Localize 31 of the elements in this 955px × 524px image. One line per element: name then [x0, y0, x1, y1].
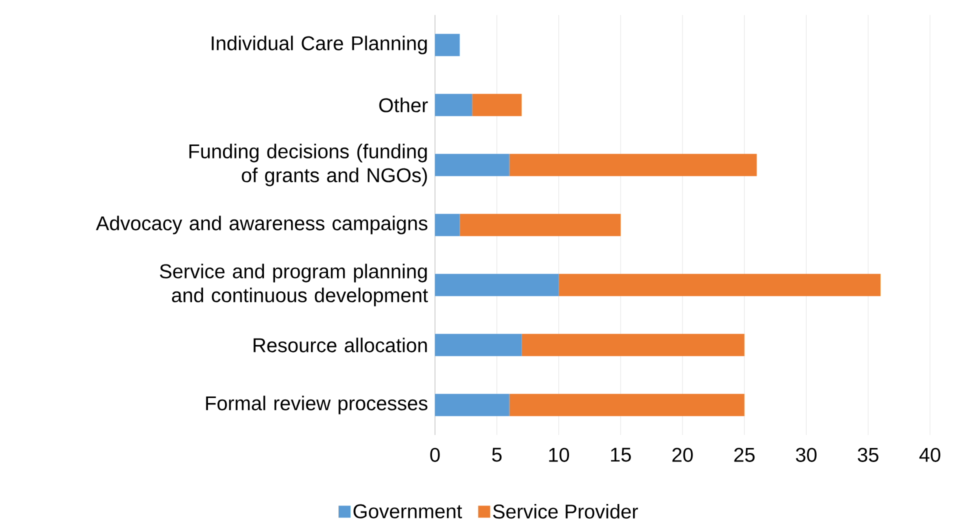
- x-tick-label: 10: [549, 448, 570, 462]
- x-tick-label: 15: [611, 448, 631, 462]
- x-tick-label: 5: [492, 448, 502, 462]
- x-tick-label: 0: [430, 448, 440, 462]
- bar: [509, 154, 757, 176]
- x-tick-label: 30: [796, 448, 817, 462]
- legend-label: Government: [354, 504, 462, 518]
- x-tick-label: 40: [919, 448, 940, 462]
- x-tick-label: 35: [858, 448, 878, 462]
- x-tick-label: 20: [672, 448, 693, 462]
- y-tick-label: Resource allocation: [254, 338, 427, 352]
- y-tick-label: Service and program planning and continuous development: [160, 264, 428, 306]
- bar: [509, 394, 744, 416]
- bar: [435, 274, 559, 296]
- bar: [522, 334, 744, 356]
- y-tick-label: Funding decisions (funding of grants and NGOs): [189, 144, 427, 186]
- bar: [435, 34, 460, 56]
- bar: [435, 214, 460, 236]
- y-tick-label: Advocacy and awareness campaigns: [96, 216, 428, 234]
- bar: [435, 94, 472, 116]
- x-tick-label: 25: [734, 448, 755, 462]
- bar: [558, 274, 880, 296]
- y-tick-label: Other: [379, 98, 428, 112]
- legend-label: Service Provider: [493, 504, 638, 519]
- bar: [435, 394, 510, 416]
- y-tick-label: Individual Care Planning: [212, 36, 427, 54]
- bar: [435, 154, 510, 176]
- bar: [472, 94, 522, 116]
- y-tick-label: Formal review processes: [206, 396, 428, 414]
- bar: [460, 214, 621, 236]
- bar: [435, 334, 522, 356]
